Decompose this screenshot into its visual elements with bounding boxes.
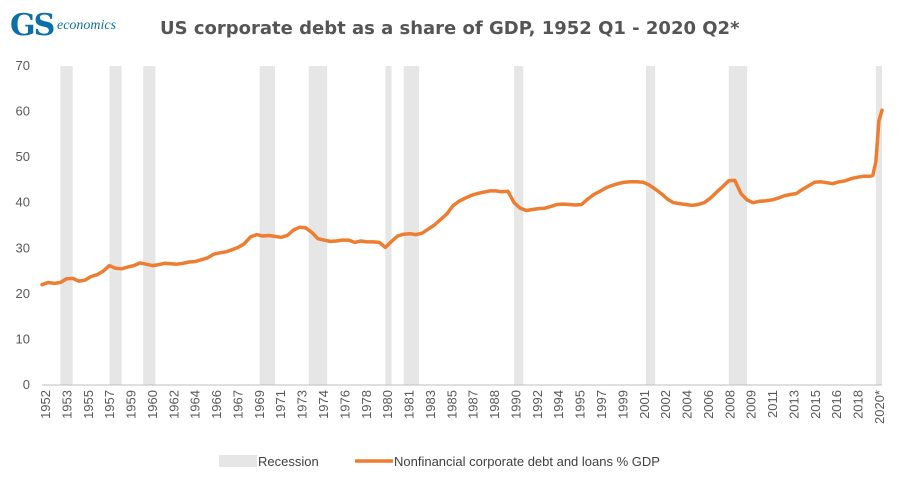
x-tick-label: 1995 bbox=[573, 390, 588, 419]
recession-band-4 bbox=[308, 66, 328, 385]
x-tick-label: 1980 bbox=[380, 390, 395, 419]
x-tick-label: 2018 bbox=[851, 390, 866, 419]
x-tick-label: 1978 bbox=[359, 390, 374, 419]
x-tick-label: 2004 bbox=[680, 390, 695, 419]
x-tick-label: 1955 bbox=[81, 390, 96, 419]
x-tick-label: 2002 bbox=[658, 390, 673, 419]
recession-band-6 bbox=[403, 66, 420, 385]
y-tick-label: 20 bbox=[16, 286, 30, 301]
recession-band-5 bbox=[385, 66, 392, 385]
x-tick-label: 1981 bbox=[402, 390, 417, 419]
x-tick-label: 1966 bbox=[209, 390, 224, 419]
y-tick-label: 10 bbox=[16, 331, 30, 346]
x-tick-label: 1967 bbox=[230, 390, 245, 419]
y-tick-label: 70 bbox=[16, 58, 30, 73]
x-tick-label: 2008 bbox=[722, 390, 737, 419]
recession-band-0 bbox=[60, 66, 73, 385]
x-tick-label: 1969 bbox=[252, 390, 267, 419]
legend-line-label: Nonfinancial corporate debt and loans % … bbox=[394, 454, 660, 469]
recession-band-10 bbox=[875, 66, 882, 385]
x-tick-label: 2015 bbox=[808, 390, 823, 419]
x-tick-label: 1983 bbox=[423, 390, 438, 419]
recession-band-2 bbox=[143, 66, 156, 385]
gs-economics-logo: GS economics bbox=[10, 8, 140, 46]
x-tick-label: 2001 bbox=[637, 390, 652, 419]
y-tick-label: 30 bbox=[16, 240, 30, 255]
recession-band-7 bbox=[514, 66, 524, 385]
chart-title: US corporate debt as a share of GDP, 195… bbox=[160, 18, 740, 39]
x-tick-label: 2013 bbox=[786, 390, 801, 419]
y-tick-label: 0 bbox=[23, 377, 30, 392]
legend-recession-swatch bbox=[219, 455, 257, 467]
x-tick-label: 1985 bbox=[444, 390, 459, 419]
x-tick-label: 1959 bbox=[124, 390, 139, 419]
x-tick-label: 1990 bbox=[508, 390, 523, 419]
recession-band-8 bbox=[645, 66, 656, 385]
y-tick-label: 60 bbox=[16, 104, 30, 119]
x-tick-label: 1957 bbox=[102, 390, 117, 419]
y-tick-label: 50 bbox=[16, 149, 30, 164]
x-tick-label: 2011 bbox=[765, 390, 780, 418]
x-tick-label: 2016 bbox=[829, 390, 844, 419]
recession-band-3 bbox=[259, 66, 275, 385]
x-tick-label: 1997 bbox=[594, 390, 609, 419]
x-axis: 1952 1953 1955 1957 1959 1960 1962 1964 1966 1967… bbox=[38, 384, 887, 424]
x-tick-label: 1960 bbox=[145, 390, 160, 419]
x-tick-label: 1953 bbox=[59, 390, 74, 419]
series-line-0 bbox=[40, 108, 884, 287]
x-tick-label: 1962 bbox=[166, 390, 181, 419]
series-layer bbox=[40, 108, 884, 287]
x-tick-label: 2009 bbox=[744, 390, 759, 419]
recession-band-9 bbox=[728, 66, 748, 385]
recession-band-1 bbox=[109, 66, 122, 385]
x-tick-label: 1988 bbox=[487, 390, 502, 419]
x-tick-label: 1976 bbox=[337, 390, 352, 419]
logo-main: GS bbox=[10, 8, 55, 43]
x-tick-label: 1987 bbox=[466, 390, 481, 419]
legend-recession-label: Recession bbox=[258, 454, 319, 469]
y-axis: 0 10 20 30 40 50 60 70 bbox=[16, 58, 30, 392]
legend: Recession Nonfinancial corporate debt an… bbox=[219, 454, 660, 469]
x-tick-label: 1994 bbox=[551, 390, 566, 419]
x-tick-label: 2020* bbox=[872, 390, 887, 424]
x-tick-label: 2006 bbox=[701, 390, 716, 419]
x-tick-label: 1971 bbox=[273, 390, 288, 419]
x-tick-label: 1973 bbox=[295, 390, 310, 419]
x-tick-label: 1952 bbox=[38, 390, 53, 419]
y-tick-label: 40 bbox=[16, 195, 30, 210]
x-tick-label: 1974 bbox=[316, 390, 331, 419]
recession-bands bbox=[60, 66, 882, 385]
logo-sub: economics bbox=[57, 18, 117, 33]
x-tick-label: 1999 bbox=[615, 390, 630, 419]
x-tick-label: 1992 bbox=[530, 390, 545, 419]
x-tick-label: 1964 bbox=[188, 390, 203, 419]
